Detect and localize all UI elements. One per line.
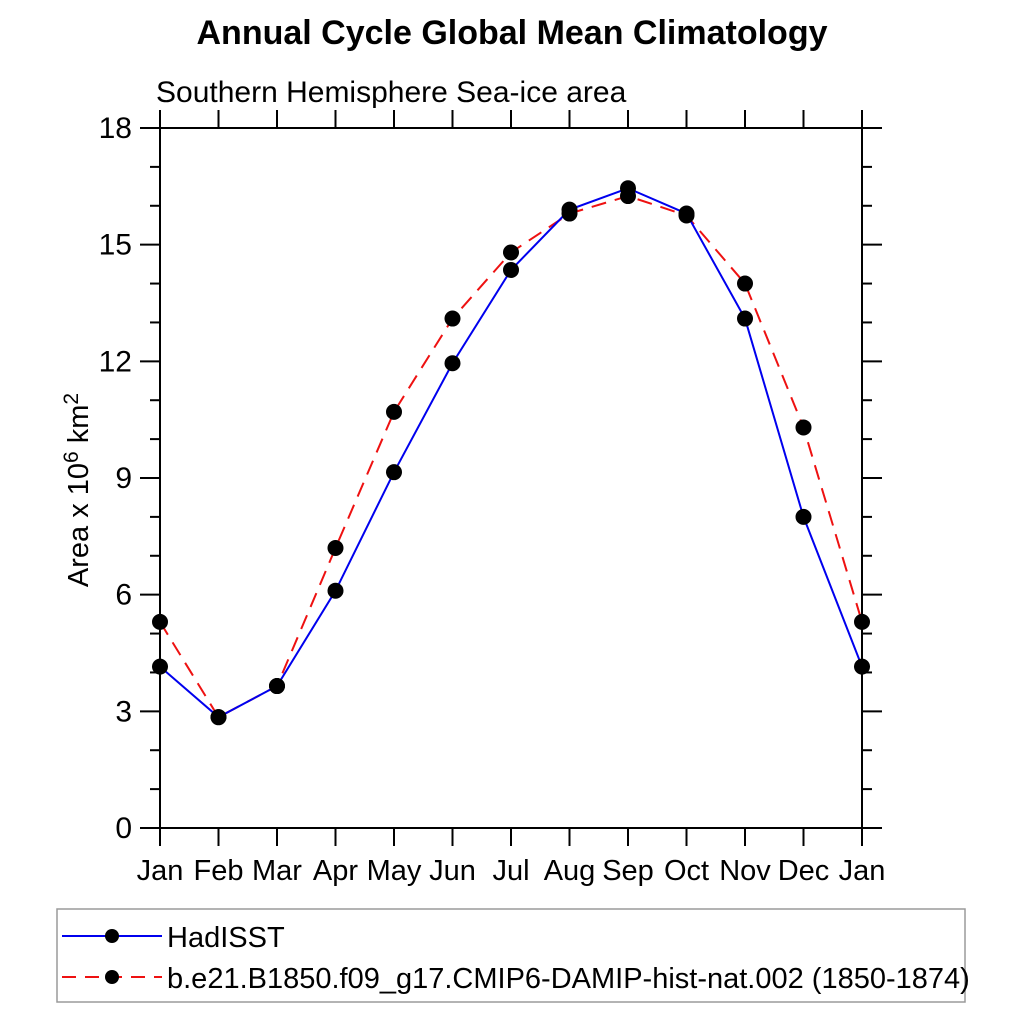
x-tick-label: Apr [313, 855, 358, 887]
x-tick-label: Nov [719, 855, 771, 887]
y-tick-label: 3 [115, 695, 132, 728]
legend: HadISST b.e21.B1850.f09_g17.CMIP6-DAMIP-… [56, 908, 970, 1003]
x-tick-label: Sep [602, 855, 654, 887]
y-tick-label: 15 [99, 229, 132, 262]
x-tick-label: Dec [778, 855, 830, 887]
data-point-model [152, 613, 168, 630]
x-tick-label: Feb [194, 855, 244, 887]
data-point-hadisst [503, 261, 519, 278]
data-point-hadisst [620, 180, 636, 197]
y-tick-label: 0 [115, 812, 132, 845]
x-tick-label: Mar [252, 855, 302, 887]
x-tick-label: Jan [839, 855, 886, 887]
chart-title: Annual Cycle Global Mean Climatology [197, 14, 828, 52]
legend-item-model: b.e21.B1850.f09_g17.CMIP6-DAMIP-hist-nat… [62, 963, 970, 995]
legend-box [56, 908, 966, 1003]
y-axis-title: Area x 106 km2 [60, 393, 95, 587]
data-point-hadisst [737, 310, 753, 327]
data-point-model [386, 403, 402, 420]
data-point-model [503, 244, 519, 261]
data-point-hadisst [795, 508, 812, 525]
data-point-hadisst [561, 201, 578, 218]
chart-subtitle: Southern Hemisphere Sea-ice area [156, 76, 627, 109]
data-point-model [854, 613, 870, 630]
legend-label-model: b.e21.B1850.f09_g17.CMIP6-DAMIP-hist-nat… [167, 963, 970, 995]
y-tick-label: 18 [99, 112, 132, 145]
legend-marker-dot [105, 970, 119, 984]
data-point-hadisst [854, 658, 870, 675]
data-point-hadisst [386, 464, 402, 481]
y-tick-label: 6 [115, 579, 132, 612]
x-tick-label: Aug [544, 855, 596, 887]
legend-marker-dot [105, 929, 119, 943]
data-point-model [444, 310, 461, 327]
plot-area: 0 3 6 9 12 15 18 Jan Feb Mar Apr May Jun Jul Aug Sep Oct… [99, 110, 886, 887]
data-point-model [795, 419, 812, 436]
legend-item-hadisst: HadISST [62, 922, 285, 954]
data-point-hadisst [210, 709, 227, 726]
x-tick-label: Jan [137, 855, 184, 887]
x-tick-label: May [367, 855, 422, 887]
x-tick-label: Jun [429, 855, 476, 887]
data-point-hadisst [152, 658, 168, 675]
x-tick-label: Oct [664, 855, 709, 887]
data-point-hadisst [327, 582, 344, 599]
data-point-hadisst [444, 355, 461, 372]
legend-label-hadisst: HadISST [167, 922, 285, 954]
x-tick-label: Jul [492, 855, 529, 887]
data-point-model [737, 275, 753, 292]
data-point-model [327, 540, 344, 556]
plot-frame [159, 127, 863, 829]
y-tick-label: 12 [99, 345, 132, 378]
y-tick-label: 9 [115, 462, 132, 495]
data-point-hadisst [269, 678, 285, 695]
data-point-hadisst [678, 205, 695, 222]
